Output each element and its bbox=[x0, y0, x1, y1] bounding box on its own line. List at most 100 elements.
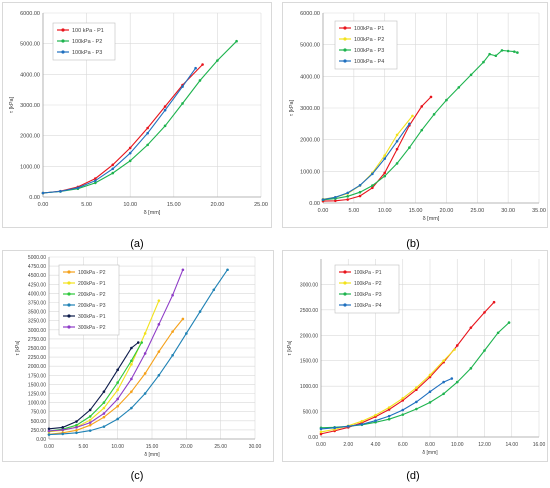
data-point bbox=[75, 428, 78, 432]
x-tick-label: 10.00 bbox=[451, 442, 464, 448]
series-line bbox=[42, 40, 237, 194]
legend-marker bbox=[343, 270, 347, 274]
x-tick-label: 5.00 bbox=[78, 444, 88, 450]
y-tick-label: 4000.00 bbox=[20, 72, 40, 78]
data-point bbox=[371, 184, 374, 187]
data-point bbox=[143, 332, 147, 335]
data-point bbox=[116, 381, 119, 384]
x-tick-label: 30.00 bbox=[501, 208, 515, 214]
legend-label: 100 kPa - P1 bbox=[72, 28, 104, 34]
data-point bbox=[76, 186, 80, 190]
data-point bbox=[358, 194, 362, 198]
data-point bbox=[482, 60, 485, 64]
data-point bbox=[420, 128, 424, 132]
data-point bbox=[420, 105, 424, 108]
data-point bbox=[88, 421, 92, 424]
chart-svg: 0.00 5.00 10.00 15.00 20.00 25.00 0.00 1000.00 2… bbox=[9, 11, 268, 216]
y-tick-label: 4000.00 bbox=[28, 291, 46, 297]
data-point bbox=[146, 126, 149, 130]
data-point bbox=[181, 268, 185, 272]
series-line bbox=[320, 322, 510, 429]
data-point bbox=[383, 171, 387, 175]
legend-marker bbox=[67, 270, 71, 274]
data-point bbox=[185, 332, 188, 335]
legend-label: 300kPa - P2 bbox=[78, 325, 106, 331]
data-point bbox=[360, 422, 364, 426]
x-tick-label: 8.00 bbox=[425, 442, 435, 448]
legend-marker bbox=[67, 281, 71, 285]
data-point bbox=[61, 432, 65, 436]
data-point bbox=[319, 427, 323, 431]
legend-label: 200kPa - P3 bbox=[78, 303, 106, 309]
data-point bbox=[143, 372, 147, 375]
data-point bbox=[428, 401, 432, 404]
x-tick-label: 10.00 bbox=[111, 444, 124, 450]
legend-marker bbox=[343, 48, 347, 52]
data-point bbox=[395, 133, 399, 137]
data-point bbox=[146, 131, 149, 135]
y-tick-label: 250.00 bbox=[31, 428, 47, 434]
y-tick-label: 0.00 bbox=[309, 201, 320, 207]
data-point bbox=[429, 95, 433, 99]
data-point bbox=[507, 321, 511, 324]
data-point bbox=[163, 108, 167, 112]
data-point bbox=[130, 346, 133, 350]
x-tick-label: 12.00 bbox=[478, 442, 491, 448]
data-point bbox=[408, 122, 411, 126]
data-point bbox=[102, 412, 106, 415]
legend-label: 100kPa - P2 bbox=[354, 37, 384, 43]
data-point bbox=[75, 423, 78, 427]
y-tick-label: 500.00 bbox=[31, 419, 47, 425]
data-point bbox=[387, 406, 391, 409]
legend-marker bbox=[61, 39, 65, 43]
data-point bbox=[401, 413, 405, 416]
legend-label: 100kPa - P2 bbox=[78, 270, 106, 276]
data-point bbox=[181, 317, 185, 321]
data-point bbox=[94, 177, 97, 180]
data-point bbox=[61, 426, 65, 429]
y-tick-label: 1500.00 bbox=[300, 359, 318, 365]
y-tick-label: 6000.00 bbox=[300, 11, 320, 17]
data-point bbox=[432, 113, 436, 116]
legend-marker bbox=[343, 26, 347, 30]
data-point bbox=[395, 147, 399, 151]
data-point bbox=[387, 414, 391, 418]
legend-marker bbox=[67, 292, 71, 296]
x-tick-label: 6.00 bbox=[398, 442, 408, 448]
data-point bbox=[75, 426, 78, 429]
data-point bbox=[469, 73, 473, 77]
y-tick-label: 3000.00 bbox=[20, 103, 40, 109]
data-point bbox=[157, 374, 161, 377]
y-tick-label: 2750.00 bbox=[28, 337, 46, 343]
data-point bbox=[116, 404, 119, 408]
legend-label: 100kPa - P4 bbox=[354, 59, 384, 65]
data-point bbox=[47, 433, 51, 436]
data-point bbox=[442, 392, 445, 396]
x-tick-label: 5.00 bbox=[81, 202, 92, 208]
series-line bbox=[322, 123, 410, 201]
chart-svg: 0.00 5.00 10.00 15.00 20.00 25.00 30.00 35.00 0.… bbox=[289, 11, 546, 222]
y-axis-label: τ [kPa] bbox=[289, 99, 295, 116]
y-tick-label: 2000.00 bbox=[20, 134, 40, 140]
data-point bbox=[116, 397, 119, 401]
legend-label: 100kPa - P3 bbox=[354, 292, 382, 298]
legend-box bbox=[58, 264, 120, 336]
x-tick-label: 0.00 bbox=[38, 202, 49, 208]
legend-marker bbox=[343, 292, 347, 296]
x-tick-label: 14.00 bbox=[505, 442, 518, 448]
data-point bbox=[130, 359, 133, 363]
y-tick-label: 3000.00 bbox=[28, 328, 46, 334]
data-point bbox=[358, 190, 362, 194]
data-point bbox=[401, 408, 405, 412]
y-tick-label: 5000.00 bbox=[20, 42, 40, 48]
y-axis-label: τ [kPa] bbox=[15, 340, 21, 355]
y-tick-label: 1500.00 bbox=[28, 382, 46, 388]
data-point bbox=[346, 195, 349, 198]
data-point bbox=[235, 39, 238, 43]
data-point bbox=[130, 377, 133, 381]
series-line bbox=[42, 64, 203, 194]
data-point bbox=[455, 380, 459, 384]
y-axis-label: τ [kPa] bbox=[9, 96, 15, 113]
x-tick-label: 20.00 bbox=[211, 202, 225, 208]
data-point bbox=[163, 105, 167, 108]
